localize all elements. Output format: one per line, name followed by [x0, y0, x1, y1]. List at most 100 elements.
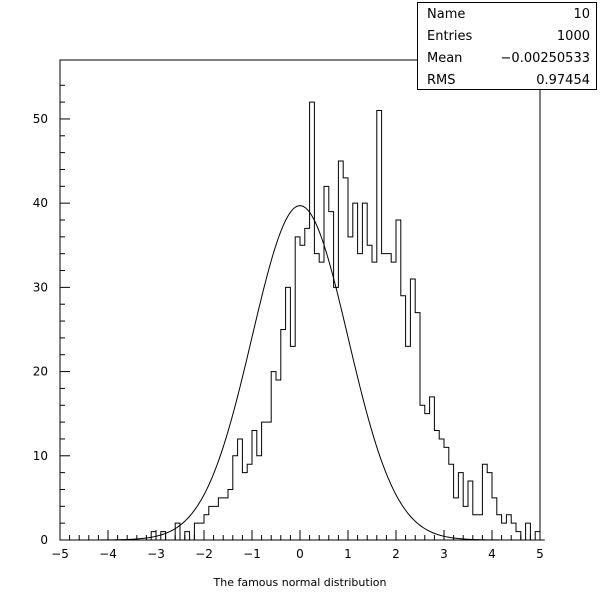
histogram-bin [233, 456, 238, 540]
y-tick-label: 20 [33, 365, 48, 379]
stats-value: 10 [573, 7, 590, 22]
histogram-bin [353, 203, 358, 540]
histogram-bin [319, 262, 324, 540]
histogram-bin [391, 262, 396, 540]
plot-frame [59, 59, 541, 541]
y-tick-label: 40 [33, 196, 48, 210]
histogram-bin [463, 506, 468, 540]
x-tick-label: −5 [51, 547, 69, 561]
histogram-bin [482, 464, 487, 540]
histogram-bin [382, 254, 387, 540]
histogram-bin [458, 473, 463, 540]
x-tick-label: 0 [296, 547, 304, 561]
histogram-bin [257, 456, 262, 540]
x-axis-title: The famous normal distribution [213, 576, 387, 589]
histogram-bin [338, 161, 343, 540]
histogram-outline [132, 101, 545, 541]
histogram-bin [348, 237, 353, 540]
histogram-bin [444, 447, 449, 540]
x-axis: −5 −4 −3 −2 −1 0 1 2 3 4 5 [51, 530, 544, 561]
histogram-bin [396, 220, 401, 540]
histogram-bin [314, 254, 319, 540]
histogram-bin [386, 254, 391, 540]
stats-row-mean: Mean −0.00250533 [418, 47, 596, 69]
histogram-bin [199, 523, 204, 540]
histogram-bin [430, 397, 435, 540]
histogram-bin [502, 523, 507, 540]
histogram-bin [300, 245, 305, 540]
histogram-bars [151, 102, 540, 540]
histogram-bin [276, 380, 281, 540]
histogram-bin [334, 287, 339, 540]
histogram-bin [194, 523, 199, 540]
stats-row-entries: Entries 1000 [418, 25, 596, 47]
histogram-bin [415, 313, 420, 540]
histogram-bin [420, 405, 425, 540]
histogram-bin [497, 515, 502, 540]
statistics-box: Name 10 Entries 1000 Mean −0.00250533 RM… [417, 2, 597, 90]
histogram-bin [286, 287, 291, 540]
histogram-bin [362, 203, 367, 540]
x-tick-label: 2 [392, 547, 400, 561]
histogram-bin [377, 111, 382, 540]
stats-value: 1000 [556, 29, 590, 44]
histogram-bin [449, 464, 454, 540]
histogram-bin [151, 532, 156, 540]
histogram-bin [238, 439, 243, 540]
histogram-bin [473, 515, 478, 540]
x-tick-label: 4 [488, 547, 496, 561]
histogram-bin [214, 506, 219, 540]
histogram-bin [305, 228, 310, 540]
histogram-bin [492, 498, 497, 540]
x-tick-label: −2 [195, 547, 213, 561]
histogram-bin [247, 464, 252, 540]
y-tick-label: 50 [33, 112, 48, 126]
histogram-bin [468, 481, 473, 540]
histogram-bin [209, 506, 214, 540]
histogram-bin [185, 532, 190, 540]
histogram-bin [372, 262, 377, 540]
histogram-bin [271, 372, 276, 540]
x-tick-label: −3 [147, 547, 165, 561]
histogram-bin [295, 237, 300, 540]
histogram-bin [218, 498, 223, 540]
histogram-bin [410, 279, 415, 540]
histogram-bin [511, 523, 516, 540]
histogram-bin [526, 523, 531, 540]
histogram-bin [161, 532, 166, 540]
stats-key: Name [427, 7, 466, 22]
stats-row-name: Name 10 [418, 3, 596, 25]
histogram-bin [228, 489, 233, 540]
histogram-bin [252, 431, 257, 540]
histogram-bin [358, 254, 363, 540]
y-tick-label: 30 [33, 280, 48, 294]
stats-key: Entries [427, 29, 473, 44]
x-tick-label: −4 [99, 547, 117, 561]
x-tick-label: 5 [536, 547, 544, 561]
histogram-bin [324, 186, 329, 540]
y-axis: 0 10 20 30 40 50 [33, 84, 70, 547]
stats-row-rms: RMS 0.97454 [418, 69, 596, 91]
histogram-bin [535, 532, 540, 540]
x-tick-label: 3 [440, 547, 448, 561]
histogram-bin [310, 102, 315, 540]
stats-key: RMS [427, 73, 456, 88]
y-tick-label: 10 [33, 449, 48, 463]
histogram-bin [439, 439, 444, 540]
histogram-bin [262, 422, 267, 540]
histogram-bin [487, 473, 492, 540]
histogram-bin [425, 414, 430, 540]
histogram-bin [343, 178, 348, 540]
histogram-bin [506, 515, 511, 540]
histogram-bin [266, 422, 271, 540]
gaussian-fit-curve [60, 205, 540, 541]
histogram-bin [290, 346, 295, 540]
x-tick-label: −1 [243, 547, 261, 561]
histogram-bin [329, 212, 334, 540]
histogram-bin [281, 329, 286, 540]
stats-key: Mean [427, 51, 463, 66]
y-tick-label: 0 [40, 533, 48, 547]
histogram-bin [223, 498, 228, 540]
stats-value: −0.00250533 [500, 51, 590, 66]
